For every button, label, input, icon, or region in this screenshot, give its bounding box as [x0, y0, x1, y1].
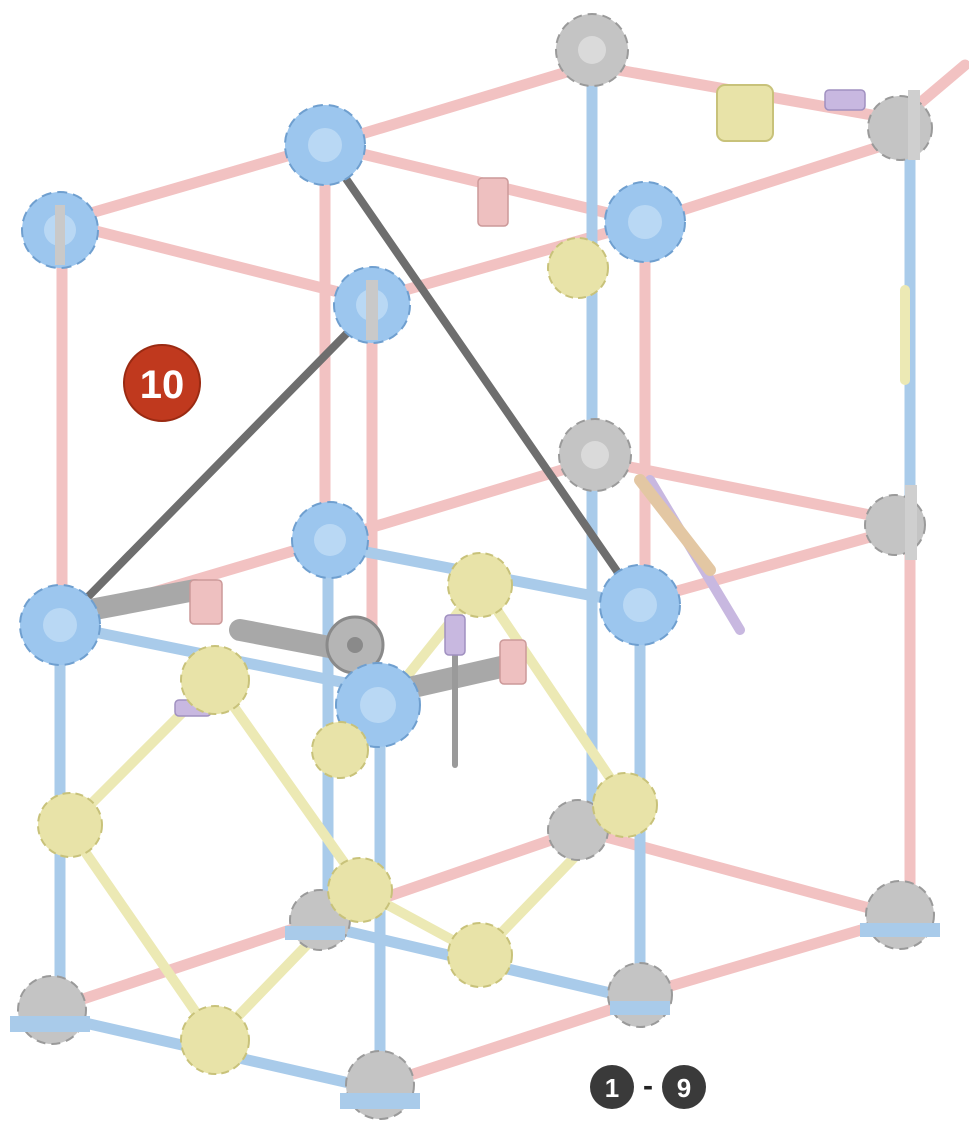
- range-start: 1: [605, 1073, 619, 1103]
- pink-rod: [364, 216, 651, 306]
- blue-connector: [604, 181, 686, 263]
- pink-rod: [319, 59, 596, 151]
- gray-connector: [340, 1050, 420, 1120]
- pink-rod: [639, 524, 901, 606]
- blue-connector: [291, 501, 369, 579]
- yellow-connector: [37, 792, 103, 858]
- yellow-connector: [447, 552, 513, 618]
- range-end: 9: [677, 1073, 691, 1103]
- pink-rod: [374, 994, 646, 1091]
- gray-connector: [860, 880, 940, 950]
- dark-rod: [76, 316, 364, 609]
- tan-rod: [634, 474, 716, 576]
- gray-connector: [864, 485, 926, 560]
- gray-connector: [867, 90, 933, 161]
- axle: [79, 579, 206, 621]
- blue-connector: [335, 662, 421, 748]
- purple-part: [824, 89, 866, 111]
- yellow-connectors: [37, 84, 774, 1075]
- pink-rod: [54, 139, 331, 228]
- pink-rod: [44, 914, 326, 1016]
- pink-rod: [639, 134, 906, 228]
- pink-rod: [589, 454, 901, 526]
- pink-clip: [477, 177, 509, 227]
- step-number-badge: 10: [123, 344, 201, 422]
- range-indicator: 1 - 9: [590, 1065, 706, 1109]
- yellow-connector: [447, 922, 513, 988]
- pink-clip: [189, 579, 223, 625]
- blue-connector: [21, 191, 99, 269]
- dark-rods: [76, 166, 634, 609]
- yellow-rod: [210, 675, 365, 890]
- yellow-connector: [592, 772, 658, 838]
- yellow-rod: [475, 580, 630, 805]
- blue-connector: [284, 104, 366, 186]
- pink-clip: [499, 639, 527, 685]
- yellow-connector: [327, 857, 393, 923]
- pink-rod: [54, 216, 376, 306]
- yellow-connector: [311, 721, 369, 779]
- gray-connector: [10, 975, 90, 1045]
- yellow-rod: [65, 825, 220, 1045]
- yellow-connector: [180, 645, 250, 715]
- gray-connector: [558, 418, 632, 492]
- blue-connector: [19, 584, 101, 666]
- gray-connectors: [10, 13, 940, 1120]
- blue-connector: [333, 266, 411, 344]
- gray-connector: [555, 13, 629, 87]
- yellow-connector: [180, 1005, 250, 1075]
- pink-rod: [634, 914, 901, 1001]
- yellow-connector: [547, 237, 609, 299]
- blue-connector: [599, 564, 681, 646]
- step-number: 10: [140, 363, 185, 407]
- pink-rod: [574, 824, 901, 921]
- yellow-connector: [716, 84, 774, 142]
- range-separator: -: [643, 1070, 653, 1103]
- blue-connectors: [19, 104, 686, 748]
- purple-part: [444, 614, 466, 656]
- dark-rod: [336, 166, 634, 594]
- pink-clips: [189, 177, 527, 685]
- gray-connector: [607, 962, 673, 1028]
